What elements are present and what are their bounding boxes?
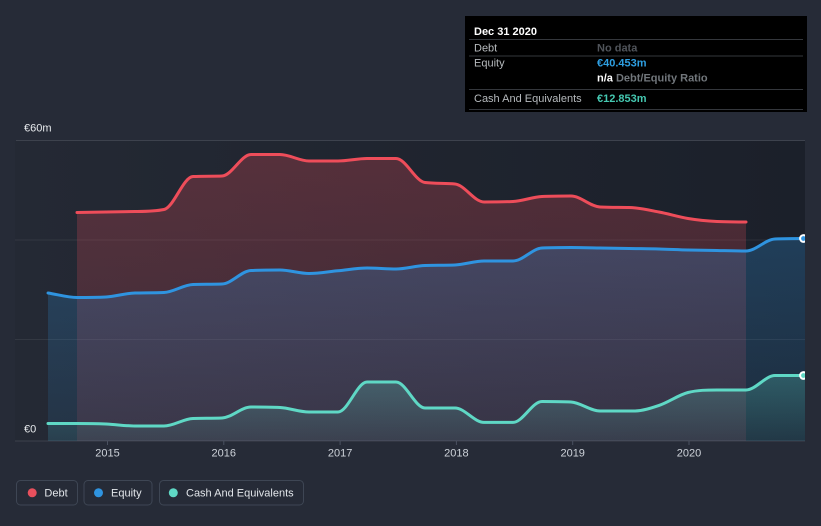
svg-text:€12.853m: €12.853m bbox=[597, 93, 647, 105]
svg-text:€0: €0 bbox=[24, 424, 36, 436]
svg-text:2019: 2019 bbox=[560, 448, 584, 460]
svg-text:2017: 2017 bbox=[328, 448, 352, 460]
svg-text:No data: No data bbox=[597, 43, 638, 55]
svg-text:Debt: Debt bbox=[44, 488, 67, 500]
svg-text:Equity: Equity bbox=[474, 58, 505, 70]
svg-text:Cash And Equivalents: Cash And Equivalents bbox=[474, 93, 582, 105]
svg-text:2018: 2018 bbox=[444, 448, 468, 460]
svg-text:2016: 2016 bbox=[212, 448, 236, 460]
svg-text:Dec 31 2020: Dec 31 2020 bbox=[474, 26, 537, 38]
svg-text:€40.453m: €40.453m bbox=[597, 58, 647, 70]
svg-text:Cash And Equivalents: Cash And Equivalents bbox=[186, 488, 294, 500]
svg-text:2015: 2015 bbox=[95, 448, 119, 460]
svg-text:Debt: Debt bbox=[474, 43, 497, 55]
svg-text:€60m: €60m bbox=[24, 123, 52, 135]
svg-text:2020: 2020 bbox=[677, 448, 701, 460]
svg-text:Equity: Equity bbox=[111, 488, 142, 500]
svg-text:n/a Debt/Equity Ratio: n/a Debt/Equity Ratio bbox=[597, 73, 708, 85]
